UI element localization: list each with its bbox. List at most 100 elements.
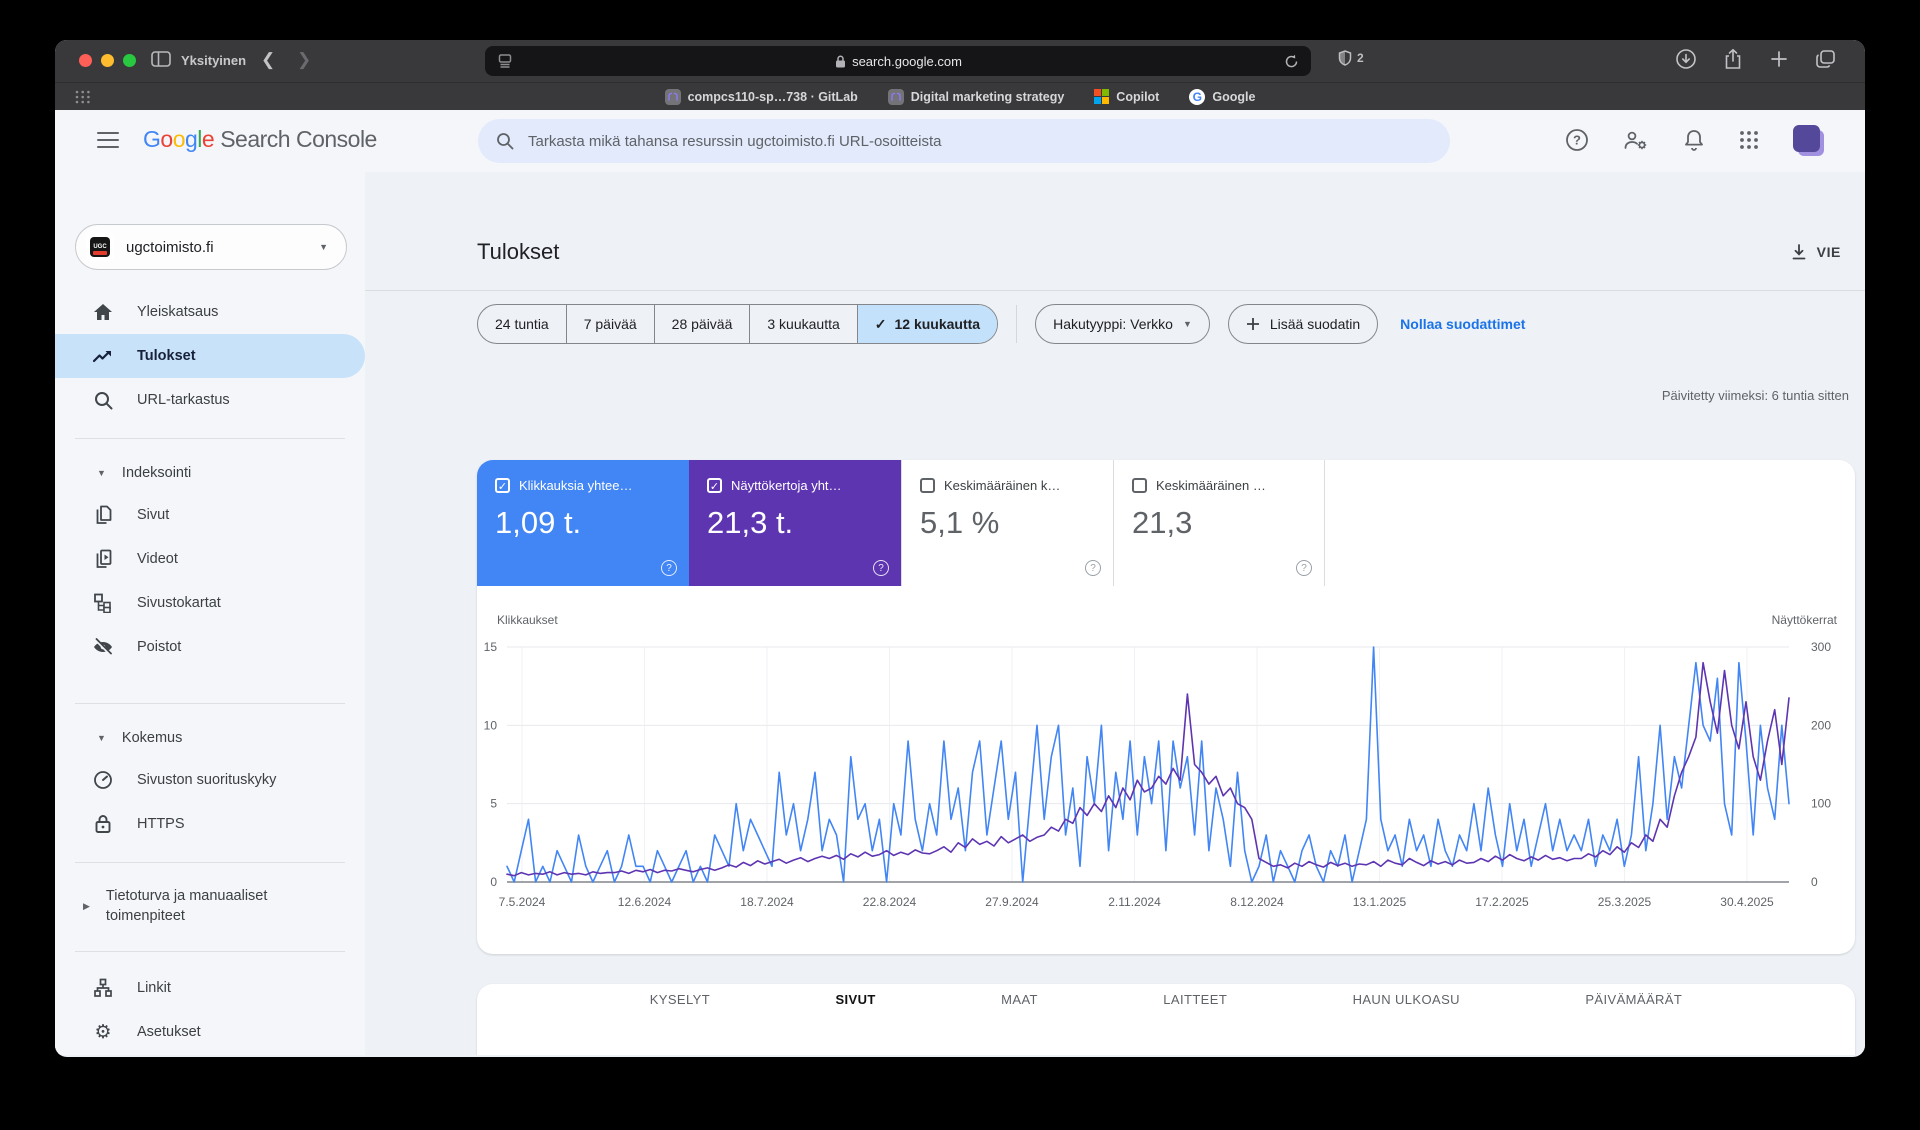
google-logo: Google [143,126,214,152]
checkbox-checked[interactable]: ✓ [495,478,510,493]
shield-count: 2 [1357,51,1364,65]
bookmarks-bar: compcs110-sp…738 · GitLab Digital market… [55,82,1865,110]
right-tick-label: 200 [1811,718,1831,732]
bookmark-label: Google [1212,90,1255,104]
date-filter-3m[interactable]: 3 kuukautta [749,305,856,343]
sidebar-item-overview[interactable]: Yleiskatsaus [55,290,365,334]
export-button[interactable]: VIE [1791,244,1855,261]
bookmark-google[interactable]: G Google [1189,89,1255,105]
app-logo-suffix: Search Console [220,126,377,152]
metric-tile-position[interactable]: ✓Keskimääräinen … 21,3 ? [1113,460,1325,586]
add-filter-chip[interactable]: Lisää suodatin [1228,304,1378,344]
sidebar: UGC ugctoimisto.fi ▼ Yleiskatsaus [55,172,365,1055]
downloads-icon[interactable] [1675,48,1697,70]
tab-search-appearance[interactable]: HAUN ULKOASU [1349,984,1464,1015]
checkbox-checked[interactable]: ✓ [707,478,722,493]
minimize-button[interactable] [101,54,114,67]
left-tick-label: 5 [490,797,497,811]
checkbox-unchecked[interactable]: ✓ [1132,478,1147,493]
x-tick-label: 27.9.2024 [985,895,1039,909]
sidebar-item-url-inspection[interactable]: URL-tarkastus [55,378,365,422]
date-filter-28d[interactable]: 28 päivää [654,305,750,343]
notifications-bell-icon[interactable] [1683,128,1705,152]
tab-dates[interactable]: PÄIVÄMÄÄRÄT [1581,984,1686,1015]
date-filter-12m[interactable]: ✓12 kuukautta [857,305,997,343]
sidebar-item-removals[interactable]: Poistot [55,625,365,669]
help-icon[interactable]: ? [1085,560,1101,576]
help-icon[interactable]: ? [1565,128,1589,152]
tab-devices[interactable]: LAITTEET [1159,984,1231,1015]
user-settings-icon[interactable] [1623,128,1649,152]
help-icon[interactable]: ? [873,560,889,576]
share-icon[interactable] [1723,48,1743,70]
sidebar-item-pages[interactable]: Sivut [55,493,365,537]
page-menu-icon[interactable] [497,53,513,69]
metric-label: Keskimääräinen k… [944,478,1060,493]
sidebar-section-indexing[interactable]: ▼ Indeksointi [55,453,365,493]
metric-label: Näyttökertoja yht… [731,478,842,493]
forward-button[interactable]: ❯ [297,50,311,70]
metric-tile-clicks[interactable]: ✓Klikkauksia yhtee… 1,09 t. ? [477,460,689,586]
apps-grid-icon[interactable] [1739,130,1759,150]
search-input[interactable] [528,133,1432,150]
sidebar-section-experience[interactable]: ▼ Kokemus [55,718,365,758]
bookmark-marketing-strategy[interactable]: Digital marketing strategy [888,89,1065,105]
gitlab-favicon [665,89,681,105]
menu-icon[interactable] [97,131,119,149]
help-icon[interactable]: ? [661,560,677,576]
date-filter-7d[interactable]: 7 päivää [566,305,654,343]
avatar[interactable] [1793,125,1823,155]
back-button[interactable]: ❮ [261,50,275,70]
sidebar-item-videos[interactable]: Videot [55,537,365,581]
tab-overview-icon[interactable] [1815,49,1837,69]
bookmark-copilot[interactable]: Copilot [1094,89,1159,104]
sidebar-item-label: Sivut [137,507,169,523]
chevron-down-icon: ▼ [1183,319,1192,329]
x-tick-label: 18.7.2024 [740,895,794,909]
url-inspect-searchbar[interactable] [478,119,1450,163]
property-selector[interactable]: UGC ugctoimisto.fi ▼ [75,224,347,270]
tab-group-grid-icon[interactable] [75,90,93,104]
sidebar-item-label: Linkit [137,980,171,996]
new-tab-icon[interactable] [1769,49,1789,69]
dimensions-card: KYSELYT SIVUT MAAT LAITTEET HAUN ULKOASU… [477,984,1855,1055]
svg-text:?: ? [1573,133,1581,148]
tab-queries[interactable]: KYSELYT [646,984,714,1015]
search-console-page: GoogleSearch Console ? [55,110,1865,1055]
close-button[interactable] [79,54,92,67]
privacy-shield[interactable]: 2 [1338,50,1364,66]
date-filter-24h[interactable]: 24 tuntia [478,305,566,343]
shield-icon [1338,50,1352,66]
sidebar-item-sitemaps[interactable]: Sivustokartat [55,581,365,625]
property-favicon: UGC [86,233,114,261]
sidebar-item-links[interactable]: Linkit [55,966,365,1010]
reload-icon[interactable] [1284,54,1299,69]
address-bar[interactable]: search.google.com [485,46,1311,76]
checkbox-unchecked[interactable]: ✓ [920,478,935,493]
bookmark-gitlab[interactable]: compcs110-sp…738 · GitLab [665,89,858,105]
help-icon[interactable]: ? [1296,560,1312,576]
tab-countries[interactable]: MAAT [997,984,1042,1015]
fullscreen-button[interactable] [123,54,136,67]
sidebar-item-https[interactable]: HTTPS [55,802,365,846]
doc-favicon [888,89,904,105]
right-tick-label: 300 [1811,640,1831,654]
tab-pages[interactable]: SIVUT [831,984,879,1015]
metric-tile-ctr[interactable]: ✓Keskimääräinen k… 5,1 % ? [901,460,1113,586]
sidebar-item-core-web-vitals[interactable]: Sivuston suorituskyky [55,758,365,802]
sidebar-item-settings[interactable]: ⚙ Asetukset [55,1010,365,1054]
x-tick-label: 12.6.2024 [618,895,672,909]
filters-row: 24 tuntia 7 päivää 28 päivää 3 kuukautta… [477,304,1855,344]
sidebar-toggle-icon[interactable] [151,50,171,68]
sidebar-item-label: Sivustokartat [137,595,221,611]
x-tick-label: 2.11.2024 [1108,895,1161,909]
reset-filters-link[interactable]: Nollaa suodattimet [1400,316,1525,332]
metric-tile-impressions[interactable]: ✓Näyttökertoja yht… 21,3 t. ? [689,460,901,586]
search-type-chip[interactable]: Hakutyyppi: Verkko▼ [1035,304,1210,344]
sidebar-item-security[interactable]: ▶ Tietoturva ja manuaaliset toimenpiteet [55,877,365,935]
plus-icon [1246,317,1260,331]
sidebar-item-label: HTTPS [137,816,185,832]
browser-titlebar: Yksityinen ❮ ❯ search.google.com 2 [55,40,1865,82]
last-updated-text: Päivitetty viimeksi: 6 tuntia sitten [477,388,1855,406]
sidebar-item-performance[interactable]: Tulokset [55,334,365,378]
